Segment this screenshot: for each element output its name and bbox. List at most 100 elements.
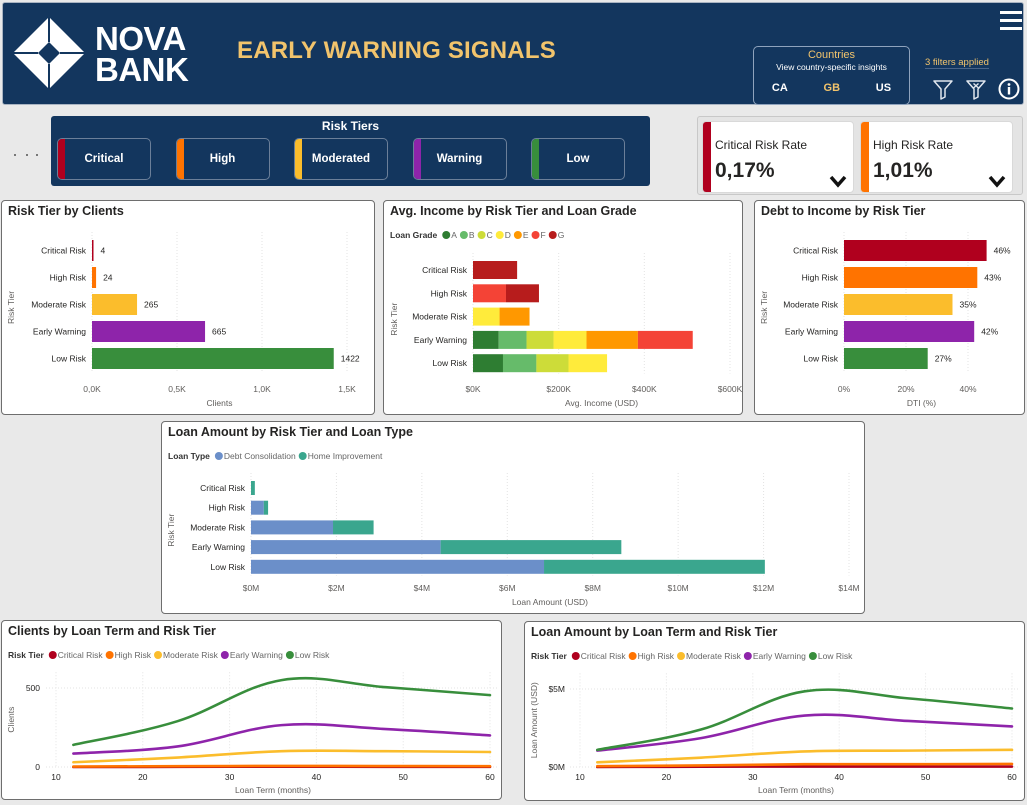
- x-tick-label: 40: [834, 772, 844, 782]
- bar-moderate-risk-home-improvement: [333, 520, 374, 535]
- x-tick-label: 30: [225, 772, 235, 782]
- tier-label: High: [209, 153, 236, 165]
- bar-moderate-risk: [844, 294, 953, 315]
- kpi-critical-risk-rate[interactable]: Critical Risk Rate 0,17%: [702, 121, 854, 193]
- legend-item-g: G: [558, 230, 565, 240]
- legend-marker-critical-risk: [48, 651, 57, 659]
- header-bar: NOVA BANK EARLY WARNING SIGNALS Countrie…: [2, 2, 1024, 105]
- risk-tier-button-critical[interactable]: Critical: [57, 138, 151, 180]
- legend-item-f: F: [541, 230, 546, 240]
- risk-tiers-panel: Risk Tiers Critical High Moderated Warning L…: [51, 116, 650, 186]
- data-label-high-risk: 24: [103, 273, 113, 283]
- bar-high-risk-g: [505, 284, 539, 303]
- bar-moderate-risk-debt-consolidation: [251, 520, 334, 535]
- category-label-low-risk: Low Risk: [433, 358, 468, 368]
- legend-item-a: A: [451, 230, 457, 240]
- category-label-critical-risk: Critical Risk: [422, 265, 468, 275]
- category-label-moderate-risk: Moderate Risk: [412, 312, 468, 322]
- avg-income-chart: $0K $200K $400K $600K Avg. Income (USD) Risk …: [389, 230, 743, 408]
- tier-label: Critical: [84, 153, 124, 165]
- country-option-us[interactable]: US: [875, 82, 892, 94]
- bar-high-risk: [92, 267, 97, 288]
- category-label-early-warning: Early Warning: [192, 542, 245, 552]
- hamburger-menu-icon[interactable]: [1000, 11, 1022, 31]
- bar-critical-risk: [92, 240, 94, 261]
- x-axis-title: Loan Amount (USD): [512, 597, 588, 607]
- legend-item-low-risk: Low Risk: [295, 650, 330, 660]
- bar-high-risk-home-improvement: [263, 500, 269, 515]
- nova-bank-logo-icon: [13, 17, 85, 89]
- legend-item-high-risk: High Risk: [115, 650, 152, 660]
- chart-title: Clients by Loan Term and Risk Tier: [8, 624, 216, 638]
- line-moderate-risk: [72, 749, 492, 764]
- info-icon[interactable]: [998, 78, 1020, 100]
- y-axis-title: Risk Tier: [389, 303, 399, 336]
- x-axis-title: Clients: [207, 398, 233, 408]
- chevron-down-icon[interactable]: [829, 175, 847, 188]
- clear-filter-icon[interactable]: [965, 78, 987, 100]
- bar-moderate-risk-e: [499, 307, 530, 326]
- legend-marker-low-risk: [808, 652, 817, 660]
- risk-tier-by-clients-chart: 0,0K 0,5K 1,0K 1,5K Clients Risk Tier Critical…: [6, 232, 360, 408]
- x-tick-label: 10: [51, 772, 61, 782]
- risk-tier-button-low[interactable]: Low: [531, 138, 625, 180]
- legend-marker-debt-consolidation: [214, 452, 223, 460]
- bar-low-risk-c: [536, 354, 569, 373]
- category-label-high-risk: High Risk: [50, 273, 87, 283]
- line-early-warning: [72, 722, 492, 755]
- chart-card-avg-income: Avg. Income by Risk Tier and Loan Grade …: [383, 200, 743, 415]
- x-tick-label: $400K: [632, 384, 657, 394]
- legend-item-home-improvement: Home Improvement: [308, 451, 383, 461]
- category-label-low-risk: Low Risk: [804, 354, 839, 364]
- chart-card-dti: Debt to Income by Risk Tier 0% 20% 40% DTI …: [754, 200, 1025, 415]
- x-tick-label: $200K: [546, 384, 571, 394]
- legend-marker-moderate-risk: [677, 652, 686, 660]
- data-label-moderate-risk: 265: [144, 300, 158, 310]
- chevron-down-icon[interactable]: [988, 175, 1006, 188]
- risk-tier-button-warning[interactable]: Warning: [412, 138, 507, 180]
- legend-marker-early-warning: [220, 651, 229, 659]
- bar-critical-risk: [844, 240, 987, 261]
- data-label-early-warning: 665: [212, 327, 226, 337]
- x-tick-label: 0,0K: [83, 384, 101, 394]
- y-tick-label: $0M: [548, 762, 565, 772]
- bar-low-risk-b: [502, 354, 537, 373]
- legend-item-low-risk: Low Risk: [818, 651, 853, 661]
- bar-early-warning-debt-consolidation: [251, 540, 441, 555]
- chart-title: Loan Amount by Risk Tier and Loan Type: [168, 425, 413, 439]
- data-label-critical-risk: 46%: [994, 246, 1011, 256]
- y-tick-label: 0: [35, 762, 40, 772]
- bar-early-warning: [844, 321, 975, 342]
- bar-early-warning-f: [637, 330, 693, 349]
- x-tick-label: 0%: [838, 384, 851, 394]
- x-tick-label: 40%: [959, 384, 976, 394]
- filters-applied-link[interactable]: 3 filters applied: [925, 57, 989, 69]
- x-axis-title: Loan Term (months): [758, 785, 834, 795]
- y-tick-label: $5M: [548, 684, 565, 694]
- legend-marker-early-warning: [743, 652, 752, 660]
- kpi-value: 1,01%: [873, 159, 933, 182]
- risk-tier-button-high[interactable]: High: [175, 138, 270, 180]
- legend-item-moderate-risk: Moderate Risk: [163, 650, 219, 660]
- risk-tier-button-moderated[interactable]: Moderated: [294, 138, 388, 180]
- bar-high-risk-f: [473, 284, 506, 303]
- country-option-gb[interactable]: GB: [823, 82, 841, 94]
- legend-item-c: C: [487, 230, 493, 240]
- logo-line-2: BANK: [95, 51, 189, 88]
- x-tick-label: 60: [485, 772, 495, 782]
- legend-title: Risk Tier: [8, 650, 44, 660]
- kpi-high-risk-rate[interactable]: High Risk Rate 1,01%: [860, 121, 1013, 193]
- y-axis-title: Risk Tier: [6, 291, 16, 324]
- bar-moderate-risk: [92, 294, 138, 315]
- x-axis-title: Avg. Income (USD): [565, 398, 638, 408]
- y-axis-title: Loan Amount (USD): [529, 682, 539, 758]
- x-tick-label: $10M: [668, 583, 689, 593]
- legend-marker-e: [513, 231, 522, 239]
- legend-marker-high-risk: [105, 651, 114, 659]
- kpi-cards: Critical Risk Rate 0,17% High Risk Rate …: [697, 116, 1023, 195]
- line-early-warning: [595, 713, 1014, 752]
- x-tick-label: $4M: [414, 583, 431, 593]
- page-title: EARLY WARNING SIGNALS: [237, 37, 556, 64]
- filter-icon[interactable]: [932, 78, 954, 100]
- country-option-ca[interactable]: CA: [771, 82, 788, 94]
